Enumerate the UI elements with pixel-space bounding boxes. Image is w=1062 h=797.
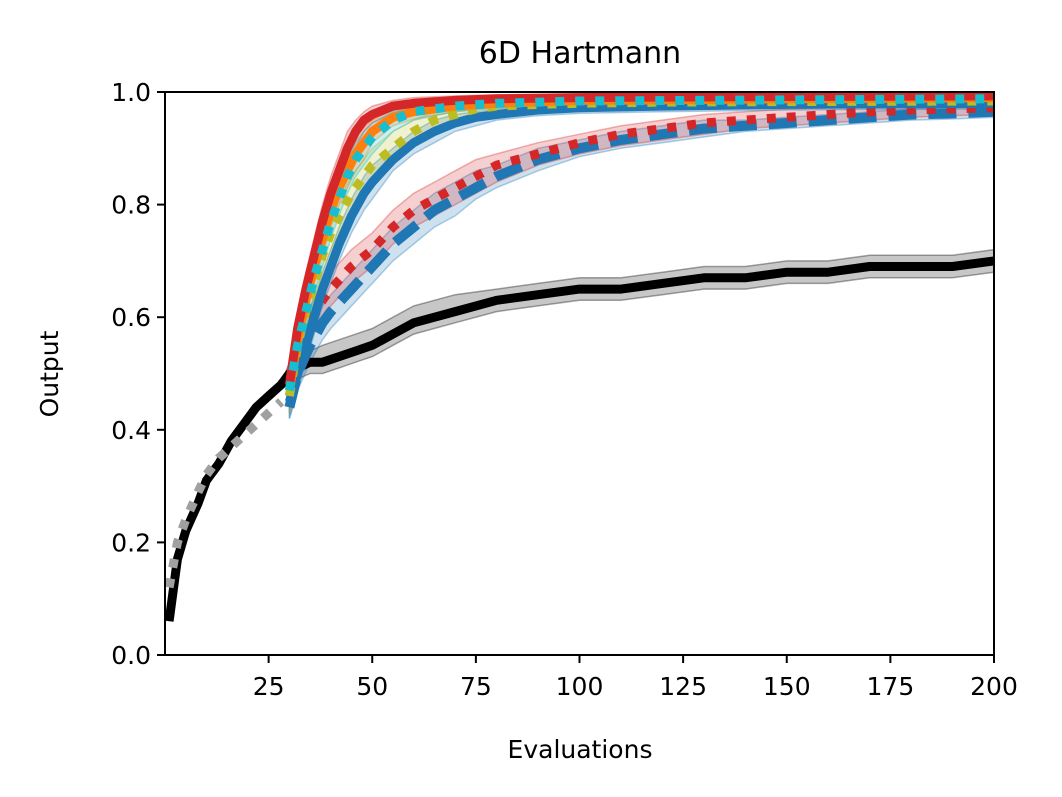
series-line-red-solid (284, 91, 995, 386)
y-tick-label: 0.6 (111, 303, 151, 332)
series-line-blue-dashed (284, 106, 995, 409)
x-tick-label: 50 (356, 672, 388, 701)
x-axis: 25 50 75 100 125 150 175 200 (253, 655, 1018, 701)
series-line-red-dotted (284, 103, 995, 397)
y-tick-label: 0.2 (111, 528, 151, 557)
series-line-black-solid (164, 256, 995, 622)
x-tick-label: 100 (556, 672, 604, 701)
x-tick-label: 150 (763, 672, 811, 701)
y-tick-label: 1.0 (111, 78, 151, 107)
x-tick-label: 200 (970, 672, 1018, 701)
series-line-blue-solid (285, 98, 995, 403)
y-axis-label: Output (35, 330, 64, 417)
y-tick-label: 0.4 (111, 416, 151, 445)
series-line-gray-dotted (164, 398, 285, 589)
y-axis: 0.0 0.2 0.4 0.6 0.8 1.0 (111, 78, 165, 670)
chart-title: 6D Hartmann (479, 36, 681, 71)
y-tick-label: 0.0 (111, 641, 151, 670)
x-axis-label: Evaluations (508, 735, 653, 764)
x-tick-label: 75 (460, 672, 492, 701)
band-black-solid (168, 248, 995, 622)
series-lines (164, 91, 995, 622)
series-line-cyan-dotted (284, 94, 995, 392)
y-tick-label: 0.8 (111, 191, 151, 220)
x-tick-label: 25 (253, 672, 285, 701)
x-tick-label: 125 (659, 672, 707, 701)
x-tick-label: 175 (867, 672, 915, 701)
